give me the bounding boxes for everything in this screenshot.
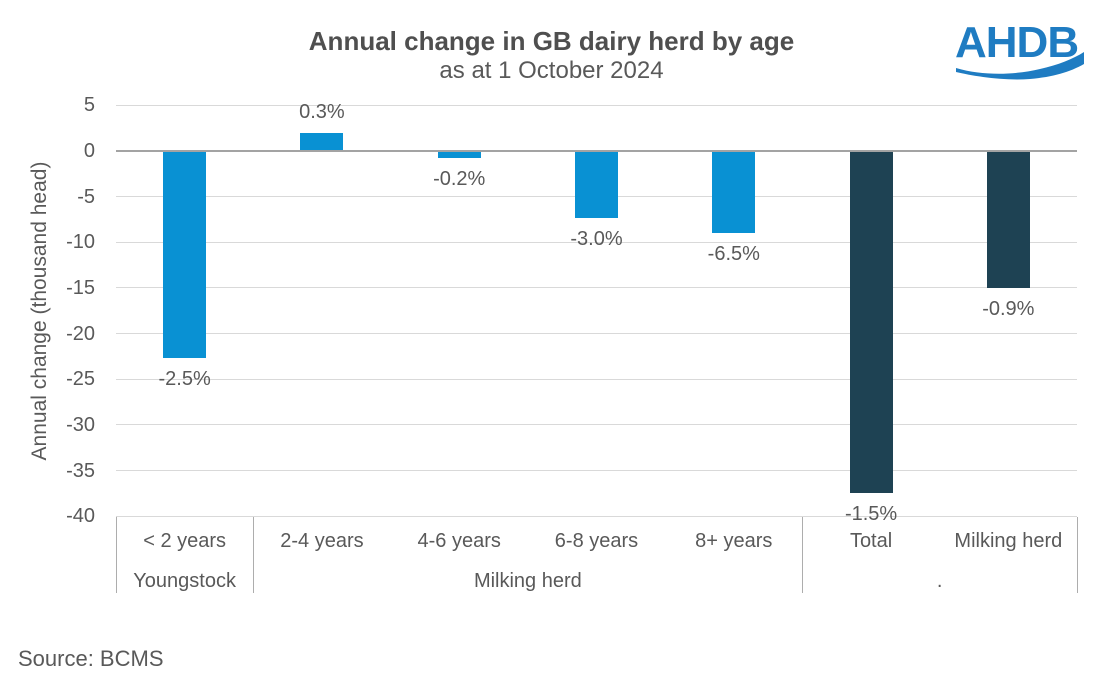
data-label-milking-herd: -0.9%: [982, 297, 1035, 320]
x-category-label-2-4-years: 2-4 years: [280, 530, 364, 552]
y-tick-label: -40: [66, 505, 95, 528]
gridline: [116, 287, 1077, 289]
y-tick-label: -20: [66, 322, 95, 345]
x-group-label-milking-herd: Milking herd: [473, 570, 582, 592]
x-group-label-youngstock: Youngstock: [133, 570, 236, 592]
bar-milking-herd: [986, 151, 1030, 288]
source-note: Source: BCMS: [18, 646, 164, 671]
chart-subtitle: as at 1 October 2024: [439, 57, 664, 85]
bar-4-6-years: [437, 151, 481, 159]
data-label-4-6-years: -0.2%: [433, 168, 486, 191]
gridline: [116, 104, 1077, 106]
chart-title: Annual change in GB dairy herd by age: [308, 26, 795, 56]
gridline: [116, 470, 1077, 472]
data-label-2-4-years: 0.3%: [299, 100, 345, 123]
y-tick-label: 0: [83, 140, 95, 162]
bar-2-years: [163, 151, 207, 359]
title-block: Annual change in GB dairy herd by age as…: [0, 26, 1103, 86]
ahdb-logo-swoosh-icon: [956, 52, 1084, 80]
gridline: [116, 378, 1077, 380]
y-tick-label: -30: [66, 413, 95, 436]
ahdb-logo-svg: AHDB: [955, 18, 1084, 80]
y-tick-label: 5: [83, 94, 95, 117]
gridline: [116, 515, 1077, 517]
x-category-label-milking-herd: Milking herd: [954, 530, 1063, 552]
data-label-total: -1.5%: [844, 503, 898, 526]
axis-group-divider: [1076, 517, 1078, 593]
axis-group-divider: [115, 517, 117, 593]
x-category-label-6-8-years: 6-8 years: [554, 530, 639, 552]
bar-2-4-years: [300, 132, 344, 151]
gridline: [116, 333, 1077, 335]
ahdb-logo-text: AHDB: [955, 18, 1078, 67]
bar-8-years: [712, 151, 756, 234]
gridline: [116, 241, 1077, 243]
data-label-6-8-years: -3.0%: [570, 227, 623, 250]
zero-axis-line: [116, 150, 1077, 152]
y-tick-label: -15: [66, 276, 95, 299]
axis-group-divider: [801, 517, 803, 593]
ahdb-logo: AHDB: [955, 12, 1085, 82]
bar-total: [849, 151, 893, 494]
data-label-8-years: -6.5%: [707, 243, 760, 266]
y-tick-label: -10: [66, 231, 95, 254]
x-category-label-8-years: 8+ years: [695, 530, 773, 552]
x-category-label-4-6-years: 4-6 years: [417, 530, 501, 552]
bar-6-8-years: [575, 151, 618, 218]
y-tick-label: -35: [66, 459, 95, 482]
data-label-2-years: -2.5%: [158, 368, 211, 391]
x-category-label-2-years: < 2 years: [143, 530, 227, 552]
gridline: [116, 424, 1077, 426]
x-category-label-total: Total: [849, 530, 893, 552]
axis-group-divider: [252, 517, 254, 593]
y-tick-label: -5: [77, 185, 95, 208]
y-tick-label: -25: [66, 368, 95, 391]
x-group-label-dot: .: [936, 570, 943, 592]
